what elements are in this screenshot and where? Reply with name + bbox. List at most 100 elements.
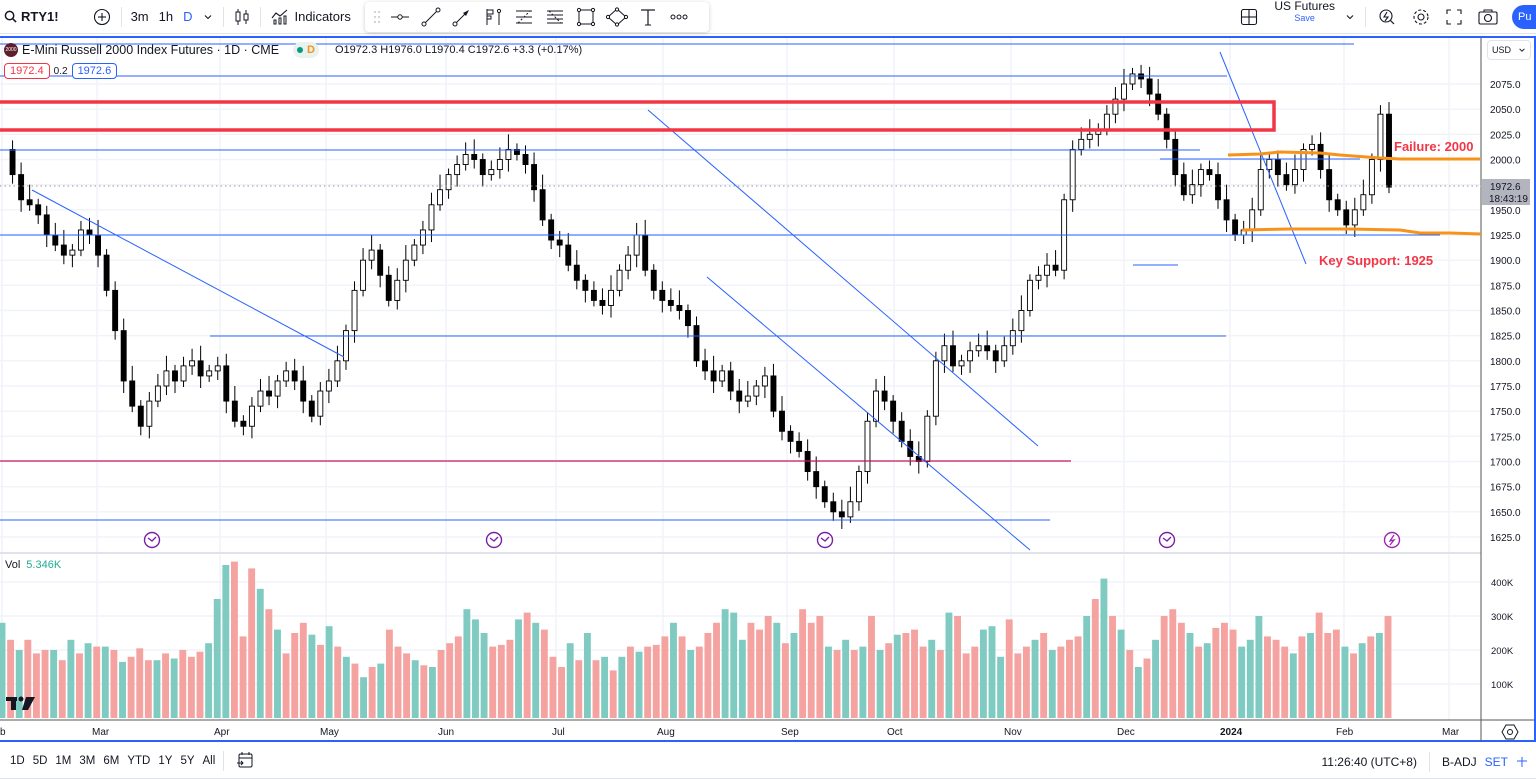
range-buttons: 1D 5D 1M 3M 6M YTD 1Y 5Y All — [0, 751, 262, 772]
low-value: 1970.4 — [431, 44, 465, 56]
layout-dropdown[interactable] — [1339, 0, 1361, 34]
close-label: C — [467, 44, 476, 56]
maximize-icon[interactable] — [1516, 756, 1528, 768]
clock-time[interactable]: 11:26:40 (UTC+8) — [1321, 754, 1417, 769]
crosshair-tool-icon — [391, 14, 409, 20]
top-toolbar: RTY1! 3m 1h D Indicators US Futures Save — [0, 0, 1536, 34]
fib-icon — [516, 10, 532, 24]
text-icon — [641, 9, 655, 26]
indicators-label: Indicators — [294, 9, 351, 24]
alert-icon — [1379, 9, 1395, 25]
rectangle-icon — [576, 7, 596, 27]
buy-button[interactable]: 1972.6 — [71, 63, 118, 79]
layout-name-button[interactable]: US Futures Save — [1270, 0, 1339, 34]
divider — [260, 6, 262, 27]
volume-value: 5.346K — [26, 559, 62, 571]
publish-button[interactable]: Pu — [1512, 5, 1536, 29]
settings-icon — [1413, 9, 1429, 25]
horizontal-ray-tool[interactable] — [386, 4, 414, 30]
fib-tool[interactable] — [510, 4, 538, 30]
chart-frame — [0, 36, 1536, 742]
compare-symbol-button[interactable] — [87, 0, 117, 34]
trend-line-tool[interactable] — [417, 4, 445, 30]
timeframe-d[interactable]: D — [183, 9, 193, 24]
anchored-vwap-icon — [486, 8, 502, 25]
pitchfork-tool[interactable] — [541, 4, 569, 30]
more-tools[interactable] — [665, 4, 693, 30]
range-1d[interactable]: 1D — [10, 755, 25, 767]
layout-button[interactable] — [1234, 0, 1264, 34]
change-value: +3.3 (+0.17%) — [512, 44, 583, 56]
session-button[interactable]: SET — [1484, 754, 1508, 769]
arrow-tool[interactable] — [448, 4, 476, 30]
currency-select[interactable]: USD — [1487, 40, 1531, 60]
goto-date-button[interactable] — [228, 751, 262, 772]
range-1y[interactable]: 1Y — [158, 755, 173, 767]
tradingview-logo[interactable] — [6, 694, 36, 717]
adjustment-button[interactable]: B-ADJ — [1441, 754, 1477, 769]
snapshot-button[interactable] — [1470, 0, 1506, 34]
indicators-button[interactable]: Indicators — [265, 0, 379, 34]
ohlc-values: O1972.3 H1976.0 L1970.4 C1972.6 +3.3 (+0… — [335, 44, 582, 56]
search-icon — [4, 10, 17, 23]
bottom-toolbar: 1D 5D 1M 3M 6M YTD 1Y 5Y All 11:26:40 (U… — [0, 744, 1536, 779]
timeframe-dropdown[interactable] — [197, 0, 219, 34]
timeframe-3m[interactable]: 3m — [130, 9, 149, 24]
symbol-logo: 2000 — [4, 43, 18, 57]
spread-value: 0.2 — [53, 65, 68, 77]
more-icon — [670, 14, 688, 20]
ellipse-tool[interactable] — [603, 4, 631, 30]
currency-label: USD — [1492, 45, 1512, 55]
open-label: O — [334, 44, 344, 56]
low-label: L — [424, 44, 432, 56]
indicators-icon — [272, 9, 288, 24]
camera-icon — [1478, 9, 1498, 25]
range-3m[interactable]: 3M — [79, 755, 96, 767]
range-5d[interactable]: 5D — [32, 755, 48, 767]
fullscreen-icon — [1446, 9, 1462, 25]
chevron-down-icon — [1519, 48, 1525, 52]
pitchfork-icon — [547, 10, 563, 24]
arrow-line-icon — [452, 10, 469, 27]
right-toolbar: US Futures Save Pu — [1234, 0, 1536, 34]
drawing-toolbar — [365, 2, 709, 32]
anchored-tool[interactable] — [479, 4, 507, 30]
tradingview-logo-icon — [6, 696, 35, 710]
divider — [223, 751, 225, 771]
divider — [223, 6, 225, 27]
range-ytd[interactable]: YTD — [127, 755, 151, 767]
text-tool[interactable] — [634, 4, 662, 30]
ellipse-icon — [605, 7, 629, 27]
high-label: H — [380, 44, 389, 56]
close-value: 1972.6 — [475, 44, 510, 56]
drag-handle[interactable] — [371, 4, 383, 30]
layout-grid-icon — [1241, 8, 1258, 26]
range-1m[interactable]: 1M — [55, 755, 72, 767]
trade-buttons: 1972.4 0.2 1972.6 — [4, 63, 118, 79]
layout-save[interactable]: Save — [1294, 13, 1315, 23]
range-all[interactable]: All — [202, 755, 216, 767]
range-5y[interactable]: 5Y — [180, 755, 195, 767]
open-value: 1972.3 — [343, 44, 378, 56]
symbol-search-button[interactable]: RTY1! — [0, 0, 65, 34]
rectangle-tool[interactable] — [572, 4, 600, 30]
chart-type-button[interactable] — [228, 0, 256, 34]
settings-button[interactable] — [1404, 0, 1438, 34]
divider — [1365, 7, 1366, 27]
range-6m[interactable]: 6M — [103, 755, 120, 767]
fullscreen-button[interactable] — [1438, 0, 1470, 34]
trend-line-icon — [421, 7, 441, 27]
symbol-label: RTY1! — [21, 9, 59, 24]
market-status-pill[interactable]: D — [293, 42, 319, 58]
bottom-right: 11:26:40 (UTC+8) B-ADJ SET — [1321, 744, 1528, 779]
timeframe-1h[interactable]: 1h — [158, 9, 174, 24]
alert-button[interactable] — [1370, 0, 1404, 34]
calendar-goto-icon — [237, 751, 253, 767]
layout-name: US Futures — [1274, 0, 1335, 13]
volume-label[interactable]: Vol — [5, 559, 21, 571]
divider — [1428, 751, 1430, 772]
candles-icon — [235, 8, 249, 25]
sell-button[interactable]: 1972.4 — [4, 63, 50, 79]
series-title[interactable]: E-Mini Russell 2000 Index Futures · 1D ·… — [22, 43, 280, 57]
divider — [120, 6, 122, 27]
